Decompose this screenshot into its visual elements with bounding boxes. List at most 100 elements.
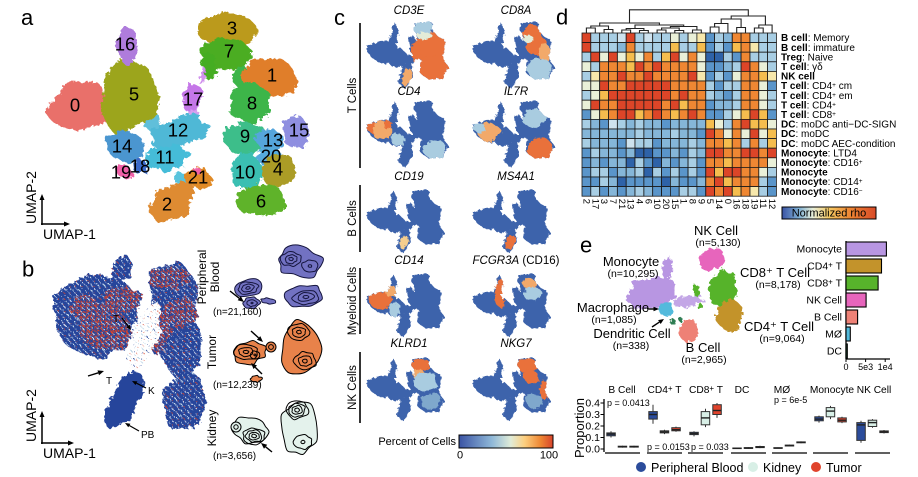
svg-text:CD8+ T: CD8+ T (689, 384, 723, 396)
svg-text:8: 8 (687, 199, 698, 204)
svg-text:1: 1 (678, 199, 689, 204)
svg-text:NK Cell: NK Cell (806, 295, 842, 307)
svg-text:(n=338): (n=338) (613, 340, 649, 352)
svg-text:20: 20 (261, 146, 282, 167)
svg-text:UMAP-1: UMAP-1 (43, 445, 96, 461)
svg-text:(n=1,085): (n=1,085) (591, 314, 636, 326)
svg-text:Normalized rho: Normalized rho (792, 208, 867, 220)
svg-text:B Cell: B Cell (814, 312, 842, 324)
svg-text:p = 0.033: p = 0.033 (691, 442, 729, 452)
svg-text:(n=8,178): (n=8,178) (755, 279, 800, 291)
svg-text:p = 0.0413: p = 0.0413 (607, 398, 650, 408)
svg-text:5: 5 (704, 199, 715, 204)
svg-text:FCGR3A (CD16): FCGR3A (CD16) (473, 255, 560, 267)
svg-text:7: 7 (224, 41, 234, 62)
svg-text:T cell: CD4+: T cell: CD4+ (781, 100, 836, 111)
svg-text:14: 14 (112, 136, 133, 157)
svg-text:NK Cell: NK Cell (694, 223, 738, 238)
svg-text:6: 6 (642, 199, 653, 204)
svg-text:10: 10 (651, 199, 662, 210)
svg-text:p = 6e-5: p = 6e-5 (774, 395, 807, 405)
svg-text:0: 0 (722, 199, 733, 204)
svg-text:CD8+ T: CD8+ T (807, 277, 842, 289)
svg-text:UMAP-1: UMAP-1 (43, 226, 96, 242)
svg-text:KLRD1: KLRD1 (390, 338, 427, 350)
svg-text:Monocyte: Monocyte (810, 385, 855, 396)
svg-text:100: 100 (540, 450, 558, 462)
svg-text:2: 2 (162, 194, 172, 215)
svg-text:15: 15 (289, 120, 310, 141)
svg-text:16: 16 (115, 34, 136, 55)
svg-text:(n=10,295): (n=10,295) (607, 268, 658, 280)
svg-text:0.0: 0.0 (585, 444, 600, 456)
svg-text:0.2: 0.2 (585, 421, 600, 433)
svg-text:DC: moDC anti−DC-SIGN: DC: moDC anti−DC-SIGN (781, 120, 896, 131)
svg-text:12: 12 (766, 199, 777, 210)
svg-text:1e4: 1e4 (878, 362, 893, 372)
svg-text:14: 14 (713, 199, 724, 210)
svg-text:21: 21 (188, 167, 209, 188)
svg-text:T cell: CD8+: T cell: CD8+ (781, 110, 836, 121)
svg-text:21: 21 (616, 199, 627, 210)
svg-text:B Cell: B Cell (686, 340, 721, 355)
svg-text:B Cells: B Cells (347, 200, 359, 237)
svg-text:Monocyte: LTD4: Monocyte: LTD4 (781, 148, 857, 159)
svg-text:0: 0 (843, 362, 848, 372)
svg-text:NK Cell: NK Cell (857, 385, 892, 396)
svg-text:CD19: CD19 (394, 171, 424, 183)
svg-text:13: 13 (625, 199, 636, 210)
svg-text:0: 0 (70, 95, 80, 116)
svg-text:Myeloid Cells: Myeloid Cells (347, 267, 359, 336)
svg-text:DC: moDC: DC: moDC (781, 129, 829, 140)
svg-text:17: 17 (589, 199, 600, 210)
svg-text:(n=21,160): (n=21,160) (213, 307, 262, 318)
svg-text:0.3: 0.3 (585, 409, 600, 421)
svg-text:B cell: immature: B cell: immature (781, 43, 855, 54)
svg-text:CD4+ T: CD4+ T (807, 260, 842, 272)
svg-text:NK Cells: NK Cells (347, 365, 359, 410)
svg-text:4: 4 (273, 159, 283, 180)
svg-text:11: 11 (155, 147, 174, 168)
svg-text:T: T (106, 376, 112, 387)
svg-text:10: 10 (235, 162, 256, 183)
svg-text:18: 18 (130, 156, 151, 177)
svg-text:19: 19 (111, 162, 132, 183)
svg-text:12: 12 (168, 120, 189, 141)
svg-text:CD4+ T: CD4+ T (648, 384, 682, 396)
svg-text:18: 18 (740, 199, 751, 210)
svg-text:CD8A: CD8A (501, 5, 532, 17)
svg-text:7: 7 (607, 199, 618, 204)
svg-text:13: 13 (263, 130, 284, 151)
svg-text:DC: moDC AEC-condition: DC: moDC AEC-condition (781, 139, 896, 150)
svg-text:9: 9 (695, 199, 706, 204)
svg-text:Treg: Naive: Treg: Naive (781, 52, 834, 63)
svg-text:0.1: 0.1 (585, 432, 600, 444)
svg-text:Kidney: Kidney (205, 410, 219, 447)
svg-text:1: 1 (267, 65, 277, 86)
svg-text:3: 3 (227, 18, 237, 39)
svg-text:T: T (113, 314, 119, 325)
svg-text:3: 3 (598, 199, 609, 204)
svg-text:B Cell: B Cell (608, 385, 635, 396)
svg-text:Monocyte: Monocyte (796, 244, 842, 256)
svg-text:B cell: Memory: B cell: Memory (781, 33, 849, 44)
svg-text:Monocyte: CD14+: Monocyte: CD14+ (781, 177, 863, 188)
svg-text:UMAP-2: UMAP-2 (23, 171, 39, 224)
svg-text:9: 9 (240, 126, 250, 147)
svg-text:d: d (556, 5, 568, 30)
svg-text:c: c (334, 5, 345, 30)
svg-text:MØ: MØ (774, 385, 790, 396)
svg-text:5e3: 5e3 (858, 362, 873, 372)
svg-text:(n=12,239): (n=12,239) (213, 380, 262, 391)
svg-text:a: a (21, 5, 34, 30)
svg-text:CD14: CD14 (394, 255, 423, 267)
svg-text:20: 20 (660, 199, 671, 210)
svg-text:8: 8 (247, 93, 257, 114)
svg-text:16: 16 (731, 199, 742, 210)
svg-text:K: K (148, 386, 155, 397)
svg-text:MS4A1: MS4A1 (497, 171, 535, 183)
svg-text:CD8⁺ T Cell: CD8⁺ T Cell (740, 265, 810, 280)
svg-text:MØ: MØ (825, 329, 842, 341)
svg-text:17: 17 (183, 89, 204, 110)
svg-text:Proportion: Proportion (572, 398, 587, 458)
